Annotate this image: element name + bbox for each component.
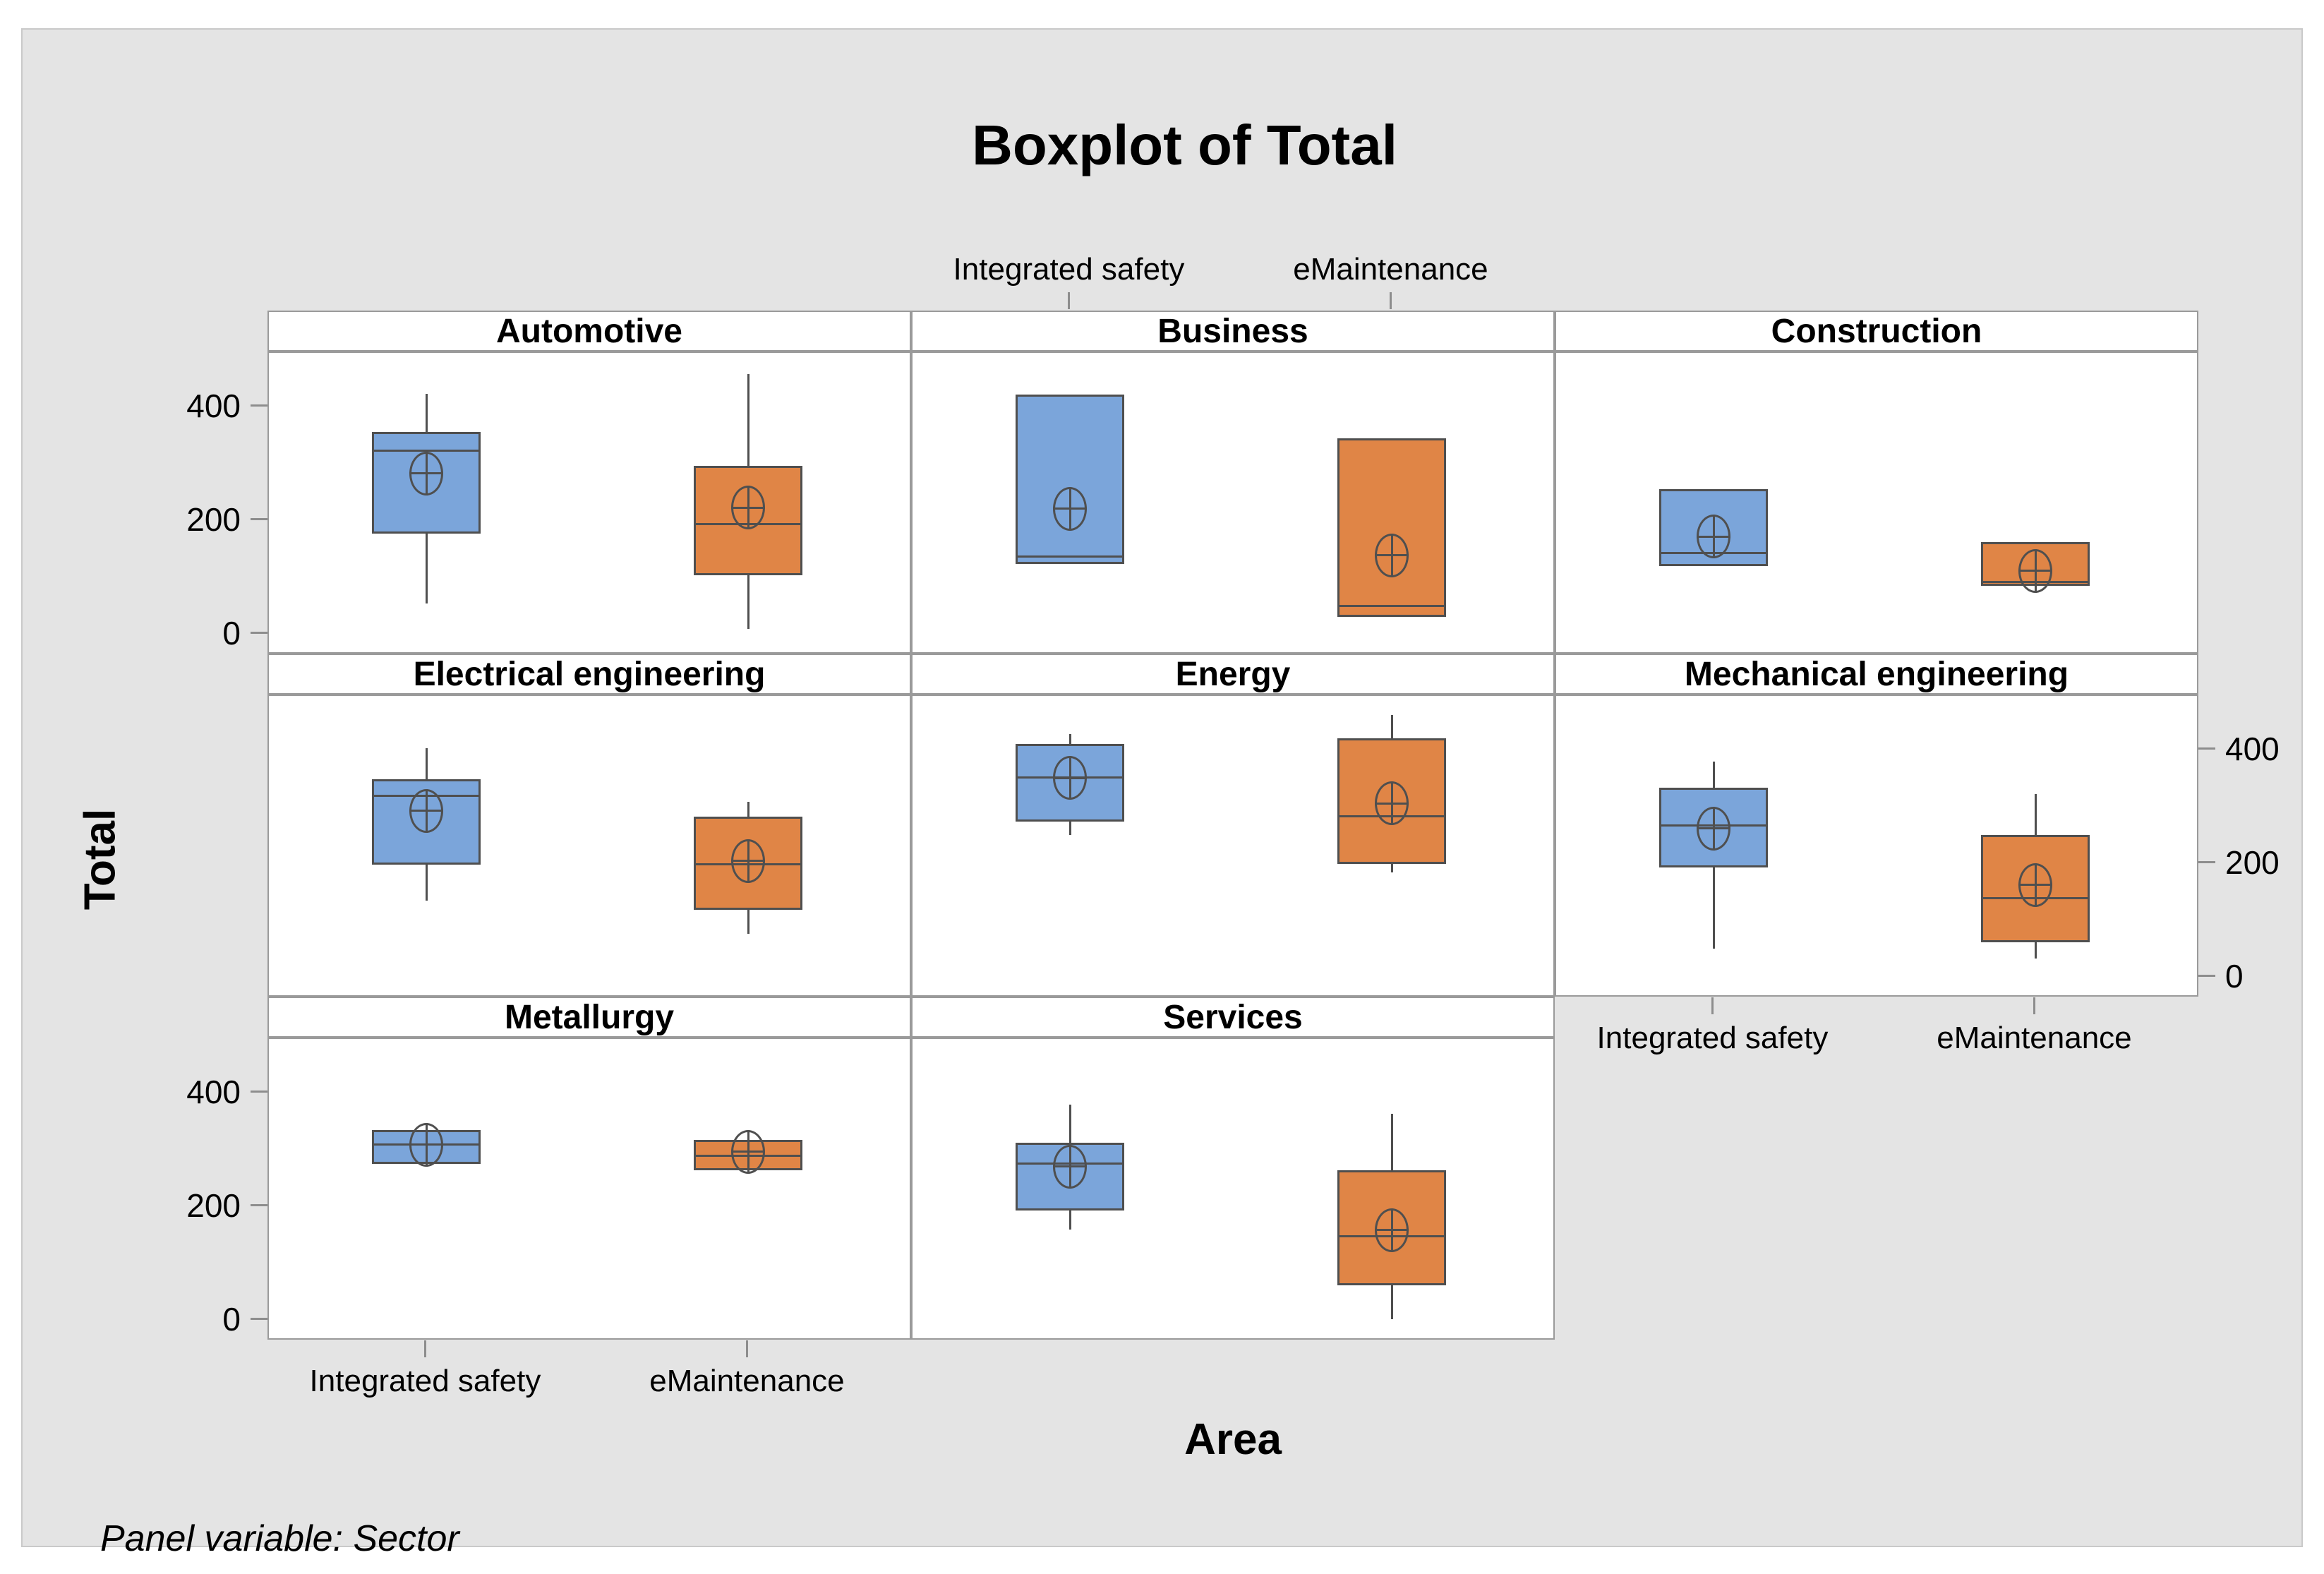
panel-header-automotive: Automotive [267, 311, 911, 352]
mean-symbol-crosshair-v [1390, 781, 1393, 826]
upper-whisker-emaintenance [747, 373, 749, 467]
x-category-label-integrated-safety: Integrated safety [309, 1364, 541, 1398]
median-line-integrated-safety [372, 450, 481, 452]
y-tick-mark [251, 404, 267, 407]
upper-whisker-integrated-safety [1068, 1105, 1071, 1143]
lower-whisker-integrated-safety [1712, 867, 1715, 949]
panel-plot-construction [1555, 352, 2198, 654]
panel-plot-electrical-engineering [267, 695, 911, 997]
y-tick-mark [251, 518, 267, 521]
upper-whisker-integrated-safety [425, 394, 428, 433]
x-tick-mark [423, 1340, 426, 1357]
lower-whisker-integrated-safety [425, 864, 428, 901]
panel-plot-automotive [267, 352, 911, 654]
y-tick-label: 0 [222, 1300, 241, 1338]
panel-header-energy: Energy [911, 654, 1555, 695]
box-integrated-safety[interactable] [1659, 787, 1769, 867]
x-axis-title: Area [1184, 1415, 1282, 1464]
panel-header-electrical-engineering: Electrical engineering [267, 654, 911, 695]
panel-plot-business [911, 352, 1555, 654]
mean-symbol-crosshair-v [1390, 1208, 1393, 1252]
panel-plot-energy [911, 695, 1555, 997]
lower-whisker-emaintenance [1390, 863, 1393, 872]
x-tick-mark [745, 1340, 748, 1357]
x-tick-mark [1711, 997, 1714, 1014]
y-tick-label: 0 [222, 614, 241, 651]
x-category-label-emaintenance: eMaintenance [649, 1364, 845, 1398]
mean-symbol-crosshair-v [2034, 548, 2037, 593]
mean-symbol-crosshair-v [1712, 806, 1715, 851]
lower-whisker-integrated-safety [1068, 822, 1071, 835]
x-tick-mark [2033, 997, 2035, 1014]
panel-plot-metallurgy [267, 1038, 911, 1340]
lower-whisker-emaintenance [747, 575, 749, 629]
upper-whisker-emaintenance [1390, 1113, 1393, 1171]
y-tick-label: 400 [186, 1073, 241, 1110]
x-category-label-emaintenance: eMaintenance [1937, 1021, 2132, 1055]
y-tick-mark [2198, 747, 2215, 750]
upper-whisker-integrated-safety [1068, 734, 1071, 744]
mean-symbol-crosshair-v [747, 486, 749, 530]
mean-symbol-crosshair-v [747, 1129, 749, 1174]
mean-symbol-crosshair-v [1712, 515, 1715, 559]
y-tick-mark [251, 1318, 267, 1321]
box-emaintenance[interactable] [1981, 834, 2090, 942]
y-tick-label: 0 [2225, 957, 2244, 995]
y-tick-label: 200 [186, 1186, 241, 1224]
x-tick-mark [1389, 292, 1392, 309]
panel-header-construction: Construction [1555, 311, 2198, 352]
x-tick-mark [1067, 292, 1070, 309]
upper-whisker-integrated-safety [425, 748, 428, 780]
mean-symbol-crosshair-v [425, 451, 428, 495]
graph-canvas: Boxplot of Total Total Area Panel variab… [21, 28, 2303, 1559]
lower-whisker-emaintenance [1390, 1285, 1393, 1320]
y-tick-mark [2198, 975, 2215, 978]
lower-whisker-integrated-safety [1068, 1210, 1071, 1230]
y-tick-mark [2198, 861, 2215, 864]
y-tick-label: 400 [186, 387, 241, 424]
y-tick-mark [251, 632, 267, 635]
mean-symbol-crosshair-v [1390, 533, 1393, 577]
panel-plot-services [911, 1038, 1555, 1340]
lower-whisker-integrated-safety [425, 534, 428, 604]
lower-whisker-emaintenance [747, 910, 749, 934]
x-category-label-integrated-safety: Integrated safety [953, 252, 1185, 287]
chart-title: Boxplot of Total [972, 114, 1397, 176]
y-tick-label: 200 [2225, 843, 2280, 881]
box-integrated-safety[interactable] [1016, 394, 1125, 565]
mean-symbol-crosshair-v [1068, 486, 1071, 531]
mean-symbol-crosshair-v [1068, 756, 1071, 800]
x-category-label-integrated-safety: Integrated safety [1596, 1021, 1829, 1055]
lower-whisker-emaintenance [2034, 942, 2037, 959]
y-tick-mark [251, 1204, 267, 1207]
panel-header-mechanical-engineering: Mechanical engineering [1555, 654, 2198, 695]
upper-whisker-emaintenance [747, 801, 749, 817]
upper-whisker-integrated-safety [1712, 762, 1715, 788]
mean-symbol-crosshair-v [747, 839, 749, 883]
panel-header-services: Services [911, 997, 1555, 1038]
mean-symbol-crosshair-v [425, 1122, 428, 1167]
panel-variable-note: Panel variable: Sector [100, 1518, 459, 1559]
mean-symbol-crosshair-v [1068, 1144, 1071, 1189]
y-tick-mark [251, 1091, 267, 1093]
box-emaintenance[interactable] [1337, 438, 1447, 617]
mean-symbol-crosshair-v [425, 788, 428, 833]
mean-symbol-crosshair-v [2034, 863, 2037, 907]
upper-whisker-emaintenance [2034, 793, 2037, 835]
panel-plot-mechanical-engineering [1555, 695, 2198, 997]
x-category-label-emaintenance: eMaintenance [1293, 252, 1488, 287]
median-line-integrated-safety [1016, 555, 1125, 558]
panel-header-business: Business [911, 311, 1555, 352]
y-tick-label: 400 [2225, 730, 2280, 767]
y-tick-label: 200 [186, 500, 241, 538]
median-line-emaintenance [1337, 605, 1447, 608]
upper-whisker-emaintenance [1390, 714, 1393, 738]
y-axis-title: Total [76, 808, 125, 911]
panel-header-metallurgy: Metallurgy [267, 997, 911, 1038]
